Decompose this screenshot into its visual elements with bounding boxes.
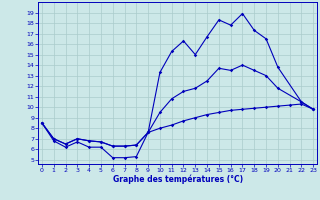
- X-axis label: Graphe des températures (°C): Graphe des températures (°C): [113, 175, 243, 184]
